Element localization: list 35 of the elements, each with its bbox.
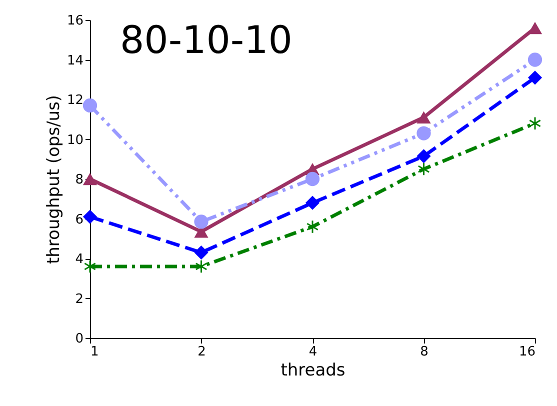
point — [305, 172, 320, 186]
y-tick-label: 4 — [75, 252, 84, 267]
chart-title: 80-10-10 — [120, 18, 292, 62]
x-tick-label: 1 — [90, 344, 99, 360]
point — [528, 70, 542, 85]
y-tick-label: 6 — [75, 212, 84, 228]
y-tick-label: 2 — [75, 292, 84, 307]
y-tick-label: 10 — [66, 132, 84, 148]
x-axis-title: threads — [280, 360, 346, 380]
y-tick-label: 16 — [66, 14, 84, 28]
point — [84, 260, 96, 274]
point — [82, 210, 98, 224]
point — [416, 111, 431, 124]
point — [194, 214, 208, 229]
point — [416, 149, 431, 164]
x-tick-label: 16 — [518, 344, 536, 360]
y-tick-label: 8 — [75, 172, 84, 188]
point — [82, 172, 98, 186]
point — [528, 52, 542, 67]
y-axis-title: throughput (ops/us) — [44, 94, 64, 264]
point — [306, 220, 319, 234]
y-tick-label: 0 — [75, 332, 84, 346]
point — [528, 116, 542, 130]
point — [195, 260, 208, 274]
point — [194, 245, 208, 260]
point — [528, 22, 542, 34]
y-tick-label: 12 — [66, 93, 84, 108]
x-tick-label: 4 — [308, 344, 318, 360]
y-tick-label: 14 — [66, 53, 84, 68]
x-tick-label: 8 — [420, 344, 428, 360]
point — [82, 98, 98, 113]
point — [416, 126, 431, 140]
point — [418, 162, 430, 176]
point — [305, 196, 320, 210]
x-tick-label: 2 — [198, 344, 206, 360]
